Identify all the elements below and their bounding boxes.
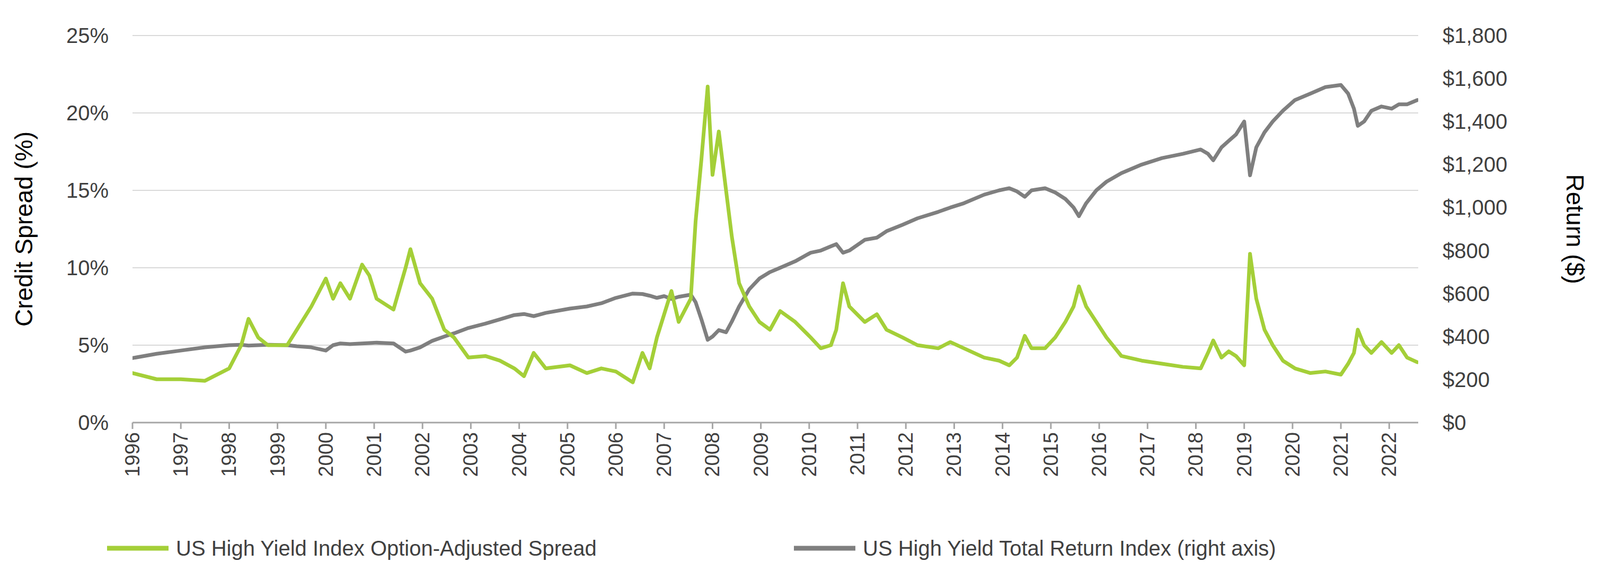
x-tick-label: 2018 — [1184, 431, 1207, 477]
x-tick-label: 2016 — [1088, 431, 1111, 477]
y2-tick — [1418, 378, 1423, 380]
legend-swatch — [107, 545, 169, 551]
x-tick-label: 1998 — [217, 431, 241, 477]
x-tick — [518, 422, 520, 429]
y2-tick-label: $0 — [1442, 410, 1467, 435]
x-tick — [856, 422, 859, 429]
series-line — [132, 86, 1418, 383]
legend-label: US High Yield Index Option-Adjusted Spre… — [175, 536, 597, 560]
y2-tick — [1418, 250, 1423, 251]
grid — [132, 35, 1419, 423]
x-tick-label: 2009 — [749, 431, 773, 477]
y-tick-label: 15% — [66, 178, 109, 202]
x-tick-label: 2015 — [1039, 431, 1063, 477]
y2-tick — [1418, 78, 1423, 79]
x-tick — [905, 422, 907, 429]
x-tick — [180, 422, 182, 429]
x-tick — [421, 422, 424, 429]
x-tick-label: 2010 — [798, 431, 821, 477]
x-tick — [131, 422, 134, 429]
grid-line — [132, 34, 1419, 37]
x-tick — [1049, 422, 1052, 429]
x-tick — [1388, 422, 1391, 429]
x-tick — [808, 422, 810, 429]
legend-swatch — [793, 545, 856, 551]
grid-line — [132, 112, 1419, 114]
x-tick-label: 2017 — [1136, 431, 1159, 477]
x-tick — [711, 422, 714, 429]
y-tick-label: 5% — [77, 333, 109, 357]
y2-tick-label: $1,400 — [1442, 109, 1508, 134]
y2-axis-title: Return ($) — [1561, 173, 1589, 284]
x-tick-label: 2004 — [508, 431, 531, 477]
x-tick-label: 1999 — [266, 431, 289, 477]
grid-line — [132, 344, 1419, 346]
plot-area — [132, 84, 1418, 383]
y2-tick-label: $1,200 — [1442, 152, 1508, 176]
y2-tick-label: $1,800 — [1442, 23, 1508, 48]
y2-tick — [1418, 35, 1423, 37]
x-tick — [1098, 422, 1101, 429]
y-tick-label: 25% — [66, 23, 109, 48]
y2-tick-label: $200 — [1442, 367, 1490, 392]
y2-tick — [1418, 422, 1423, 423]
x-tick-label: 2006 — [604, 431, 627, 477]
x-tick — [324, 422, 327, 429]
x-tick — [276, 422, 279, 429]
chart: 0% 5% 10% 15% 20% 25% $0 $200 $400 $600 $800 $1,000… — [0, 0, 1600, 579]
x-tick-label: 1996 — [121, 431, 144, 477]
x-tick-label: 2001 — [363, 431, 386, 477]
y-axis-title: Credit Spread (%) — [10, 131, 38, 327]
legend-label: US High Yield Total Return Index (right … — [862, 536, 1277, 560]
x-tick — [373, 422, 376, 429]
y2-tick-label: $1,000 — [1442, 195, 1508, 219]
x-tick-label: 2007 — [652, 431, 676, 477]
y2-tick — [1418, 164, 1423, 165]
x-tick-label: 2019 — [1233, 431, 1256, 477]
y2-tick — [1418, 293, 1423, 294]
x-tick — [1291, 422, 1294, 429]
x-tick — [566, 422, 569, 429]
x-tick — [470, 422, 472, 429]
x-tick — [615, 422, 617, 429]
x-tick-label: 1997 — [169, 431, 192, 477]
y2-tick-label: $400 — [1442, 324, 1490, 349]
x-tick — [1340, 422, 1342, 429]
x-tick — [1146, 422, 1149, 429]
y2-tick — [1418, 207, 1423, 208]
x-tick — [953, 422, 956, 429]
x-tick-label: 2020 — [1281, 431, 1304, 477]
x-tick — [663, 422, 666, 429]
y-tick-label: 10% — [66, 255, 109, 280]
y-tick-label: 0% — [77, 410, 109, 435]
x-tick-label: 2014 — [991, 431, 1014, 477]
x-tick — [759, 422, 762, 429]
x-tick-label: 2011 — [846, 431, 869, 476]
x-tick — [1195, 422, 1197, 429]
x-tick-label: 2013 — [942, 431, 966, 477]
y2-tick — [1418, 336, 1423, 337]
x-tick-label: 2022 — [1377, 431, 1401, 477]
y2-tick-label: $600 — [1442, 281, 1490, 306]
y2-tick-label: $800 — [1442, 239, 1490, 263]
grid-line — [132, 189, 1419, 191]
x-tick-label: 2021 — [1329, 431, 1352, 477]
x-tick-label: 2000 — [314, 431, 338, 477]
x-tick-label: 2012 — [894, 431, 917, 477]
y2-tick-label: $1,600 — [1442, 66, 1508, 91]
legend: US High Yield Index Option-Adjusted Spre… — [107, 536, 1277, 560]
x-tick-label: 2008 — [701, 431, 724, 477]
x-tick-label: 2003 — [459, 431, 482, 477]
x-tick — [1001, 422, 1004, 429]
x-tick — [228, 422, 231, 429]
x-tick — [1243, 422, 1245, 429]
y-tick-label: 20% — [66, 101, 109, 125]
x-tick-label: 2002 — [411, 431, 434, 477]
x-tick-label: 2005 — [556, 431, 579, 477]
y2-tick — [1418, 121, 1423, 122]
